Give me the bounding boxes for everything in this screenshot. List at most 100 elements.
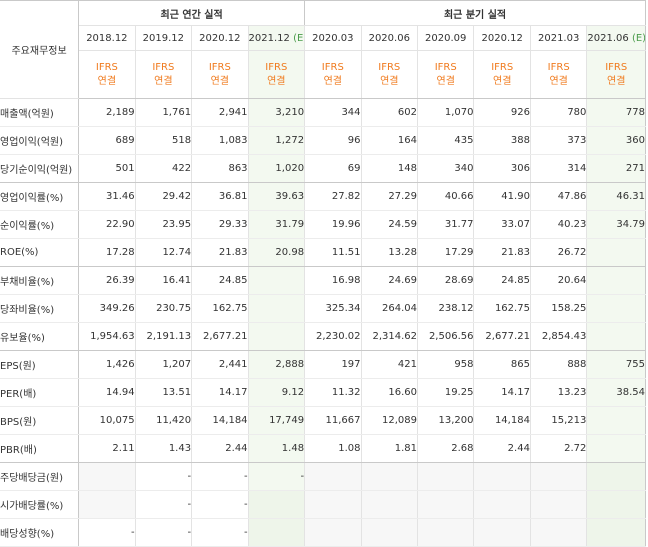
ifrs-standard: IFRS — [321, 61, 344, 73]
value-cell: - — [135, 462, 193, 491]
value-cell: 388 — [473, 126, 531, 155]
value-cell — [586, 434, 646, 463]
value-cell: 36.81 — [191, 182, 249, 211]
table-row: 유보율(%) 1,954.63 2,191.13 2,677.21 2,230.02 2,… — [0, 322, 646, 351]
value-cell: 1.81 — [361, 434, 419, 463]
period-label: 2020.03 — [312, 32, 354, 44]
period-header: 2020.06 — [361, 25, 419, 51]
period-header: 2021.06 (E) — [586, 25, 646, 51]
value-cell: 24.69 — [361, 266, 419, 295]
value-cell: 39.63 — [248, 182, 306, 211]
value-cell: 9.12 — [248, 378, 306, 407]
table-row: 당좌비율(%) 349.26 230.75 162.75 325.34 264.04 238… — [0, 294, 646, 323]
value-cell: 2,314.62 — [361, 322, 419, 351]
row-label: 당좌비율(%) — [0, 294, 80, 323]
value-cell: 13,200 — [417, 406, 475, 435]
value-cell: 689 — [78, 126, 136, 155]
value-cell: 340 — [417, 154, 475, 183]
value-cell: 421 — [361, 350, 419, 379]
ifrs-consolidated: 연결 — [436, 75, 455, 87]
value-cell: 271 — [586, 154, 646, 183]
value-cell: 1,954.63 — [78, 322, 136, 351]
value-cell: 10,075 — [78, 406, 136, 435]
value-cell: 16.60 — [361, 378, 419, 407]
value-cell — [586, 490, 646, 519]
value-cell — [417, 462, 475, 491]
table-body: 매출액(억원) 2,189 1,761 2,941 3,210 344 602 1,070 92… — [0, 98, 646, 547]
period-header: 2021.03 — [530, 25, 588, 51]
row-label: 순이익률(%) — [0, 210, 80, 239]
ifrs-label: IFRS 연결 — [530, 50, 588, 99]
group-header-row: 주요재무정보 최근 연간 실적 최근 분기 실적 — [0, 0, 646, 99]
value-cell: 2,441 — [191, 350, 249, 379]
value-cell: 24.59 — [361, 210, 419, 239]
ifrs-standard: IFRS — [208, 61, 231, 73]
value-cell: 26.39 — [78, 266, 136, 295]
value-cell — [586, 518, 646, 547]
table-row: 매출액(억원) 2,189 1,761 2,941 3,210 344 602 1,070 92… — [0, 98, 646, 127]
value-cell: 27.82 — [304, 182, 362, 211]
ifrs-standard: IFRS — [265, 61, 288, 73]
value-cell — [473, 518, 531, 547]
value-cell: 264.04 — [361, 294, 419, 323]
value-cell: 1.08 — [304, 434, 362, 463]
value-cell: 360 — [586, 126, 646, 155]
value-cell — [586, 238, 646, 267]
value-cell: 29.33 — [191, 210, 249, 239]
value-cell: - — [135, 518, 193, 547]
value-cell: 2.68 — [417, 434, 475, 463]
value-cell: 518 — [135, 126, 193, 155]
period-header: 2020.12 — [191, 25, 249, 51]
ifrs-consolidated: 연결 — [210, 75, 230, 87]
value-cell: 17,749 — [248, 406, 306, 435]
value-cell: 2.44 — [473, 434, 531, 463]
value-cell: 2,230.02 — [304, 322, 362, 351]
row-label: PER(배) — [0, 378, 80, 407]
value-cell: 148 — [361, 154, 419, 183]
value-cell: 2,677.21 — [473, 322, 531, 351]
value-cell — [304, 490, 362, 519]
value-cell: 162.75 — [473, 294, 531, 323]
period-header-row: 2018.12 2019.12 2020.12 2021.12 (E) 2020.03 2… — [0, 25, 646, 51]
value-cell: 2,941 — [191, 98, 249, 127]
value-cell — [586, 406, 646, 435]
value-cell: 780 — [530, 98, 588, 127]
value-cell: 1.43 — [135, 434, 193, 463]
value-cell: 2.44 — [191, 434, 249, 463]
value-cell — [248, 322, 306, 351]
value-cell: 14.17 — [191, 378, 249, 407]
period-label: 2020.06 — [368, 32, 410, 44]
value-cell: 958 — [417, 350, 475, 379]
value-cell: 2,191.13 — [135, 322, 193, 351]
value-cell: - — [191, 490, 249, 519]
value-cell: 325.34 — [304, 294, 362, 323]
value-cell: 17.29 — [417, 238, 475, 267]
value-cell: 306 — [473, 154, 531, 183]
value-cell: 3,210 — [248, 98, 306, 127]
value-cell: 33.07 — [473, 210, 531, 239]
value-cell: 13.51 — [135, 378, 193, 407]
table-row: 주당배당금(원) - - - — [0, 462, 646, 491]
value-cell: 344 — [304, 98, 362, 127]
value-cell: 2.72 — [530, 434, 588, 463]
value-cell: - — [135, 490, 193, 519]
value-cell: 1,070 — [417, 98, 475, 127]
value-cell: 31.46 — [78, 182, 136, 211]
ifrs-label: IFRS 연결 — [248, 50, 306, 99]
period-label: 2020.12 — [199, 32, 241, 44]
value-cell: 19.25 — [417, 378, 475, 407]
value-cell: 422 — [135, 154, 193, 183]
estimate-marker: (E) — [628, 32, 646, 44]
period-label: 2020.12 — [481, 32, 523, 44]
value-cell: 164 — [361, 126, 419, 155]
ifrs-label: IFRS 연결 — [417, 50, 475, 99]
value-cell: 15,213 — [530, 406, 588, 435]
value-cell: 2.11 — [78, 434, 136, 463]
table-row: PER(배) 14.94 13.51 14.17 9.12 11.32 16.60 19.25… — [0, 378, 646, 407]
value-cell — [586, 462, 646, 491]
value-cell — [586, 294, 646, 323]
table-row: 당기순이익(억원) 501 422 863 1,020 69 148 340 306 314 271 — [0, 154, 646, 183]
value-cell: 11,667 — [304, 406, 362, 435]
value-cell: 755 — [586, 350, 646, 379]
value-cell: 863 — [191, 154, 249, 183]
